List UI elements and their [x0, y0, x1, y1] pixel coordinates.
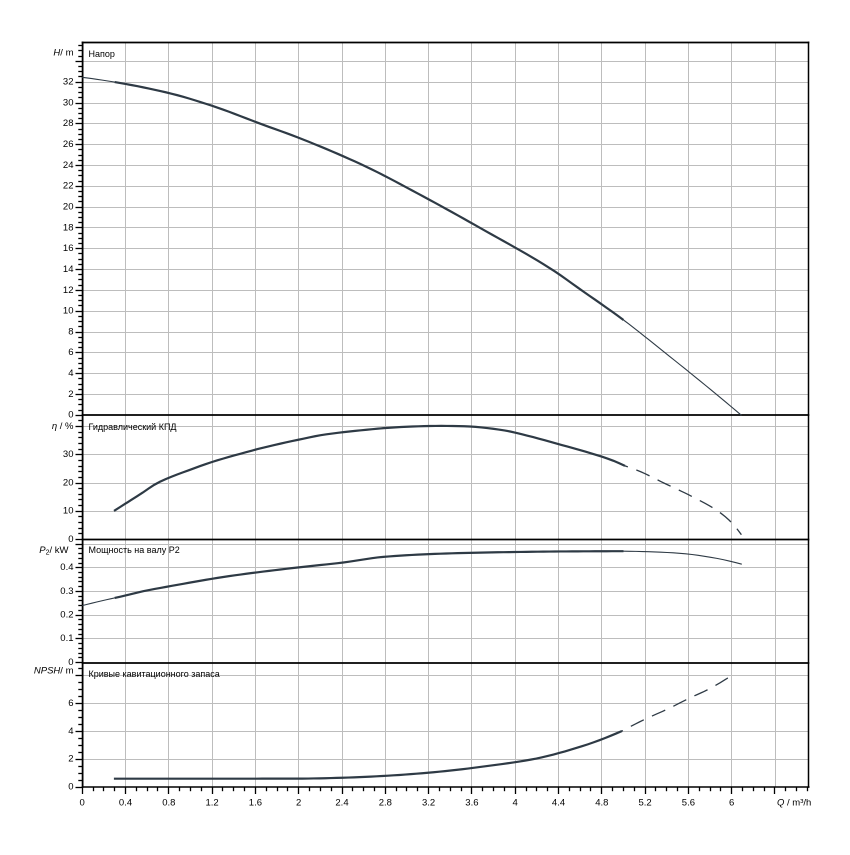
svg-text:4.8: 4.8: [595, 798, 608, 809]
svg-text:0.2: 0.2: [60, 610, 73, 621]
svg-text:1.6: 1.6: [249, 798, 262, 809]
svg-text:5.2: 5.2: [638, 798, 651, 809]
svg-text:2: 2: [68, 754, 73, 765]
svg-text:14: 14: [63, 264, 74, 275]
svg-text:26: 26: [63, 139, 74, 150]
svg-text:Кривые кавитационного запаса: Кривые кавитационного запаса: [89, 669, 220, 679]
svg-text:2.4: 2.4: [335, 798, 348, 809]
svg-text:Напор: Напор: [89, 49, 115, 59]
svg-text:0: 0: [68, 781, 73, 792]
svg-text:10: 10: [63, 306, 74, 317]
svg-text:P2/ kW: P2/ kW: [39, 545, 68, 557]
svg-text:η / %: η / %: [52, 421, 74, 432]
svg-text:10: 10: [63, 506, 74, 517]
svg-text:18: 18: [63, 222, 74, 233]
svg-text:0.4: 0.4: [60, 562, 73, 573]
svg-text:6: 6: [68, 698, 73, 709]
svg-text:5.6: 5.6: [682, 798, 695, 809]
svg-text:Q / m³/h: Q / m³/h: [777, 797, 811, 808]
svg-text:0: 0: [80, 798, 85, 809]
svg-text:2: 2: [68, 389, 73, 400]
svg-text:Мощность на валу P2: Мощность на валу P2: [89, 545, 180, 555]
svg-text:32: 32: [63, 77, 74, 88]
svg-text:H/ m: H/ m: [53, 47, 73, 58]
svg-text:4: 4: [68, 726, 73, 737]
svg-text:8: 8: [68, 326, 73, 337]
svg-text:2: 2: [296, 798, 301, 809]
svg-text:12: 12: [63, 285, 74, 296]
svg-text:0: 0: [68, 410, 73, 421]
svg-text:3.6: 3.6: [465, 798, 478, 809]
svg-text:4: 4: [513, 798, 518, 809]
svg-text:0.8: 0.8: [162, 798, 175, 809]
svg-text:4.4: 4.4: [552, 798, 565, 809]
svg-text:30: 30: [63, 97, 74, 108]
svg-text:1.2: 1.2: [205, 798, 218, 809]
svg-text:6: 6: [729, 798, 734, 809]
svg-text:0: 0: [68, 657, 73, 668]
svg-text:20: 20: [63, 477, 74, 488]
svg-text:0.1: 0.1: [60, 633, 73, 644]
svg-text:2.8: 2.8: [379, 798, 392, 809]
svg-text:16: 16: [63, 243, 74, 254]
svg-text:30: 30: [63, 449, 74, 460]
svg-text:24: 24: [63, 160, 74, 171]
svg-text:0.3: 0.3: [60, 586, 73, 597]
svg-text:20: 20: [63, 202, 74, 213]
svg-text:0.4: 0.4: [119, 798, 132, 809]
svg-text:6: 6: [68, 347, 73, 358]
svg-text:28: 28: [63, 118, 74, 129]
svg-text:3.2: 3.2: [422, 798, 435, 809]
svg-text:NPSH/ m: NPSH/ m: [34, 666, 74, 677]
svg-text:0: 0: [68, 534, 73, 545]
svg-text:4: 4: [68, 368, 73, 379]
svg-text:22: 22: [63, 181, 74, 192]
svg-text:Гидравлический КПД: Гидравлический КПД: [89, 422, 177, 432]
